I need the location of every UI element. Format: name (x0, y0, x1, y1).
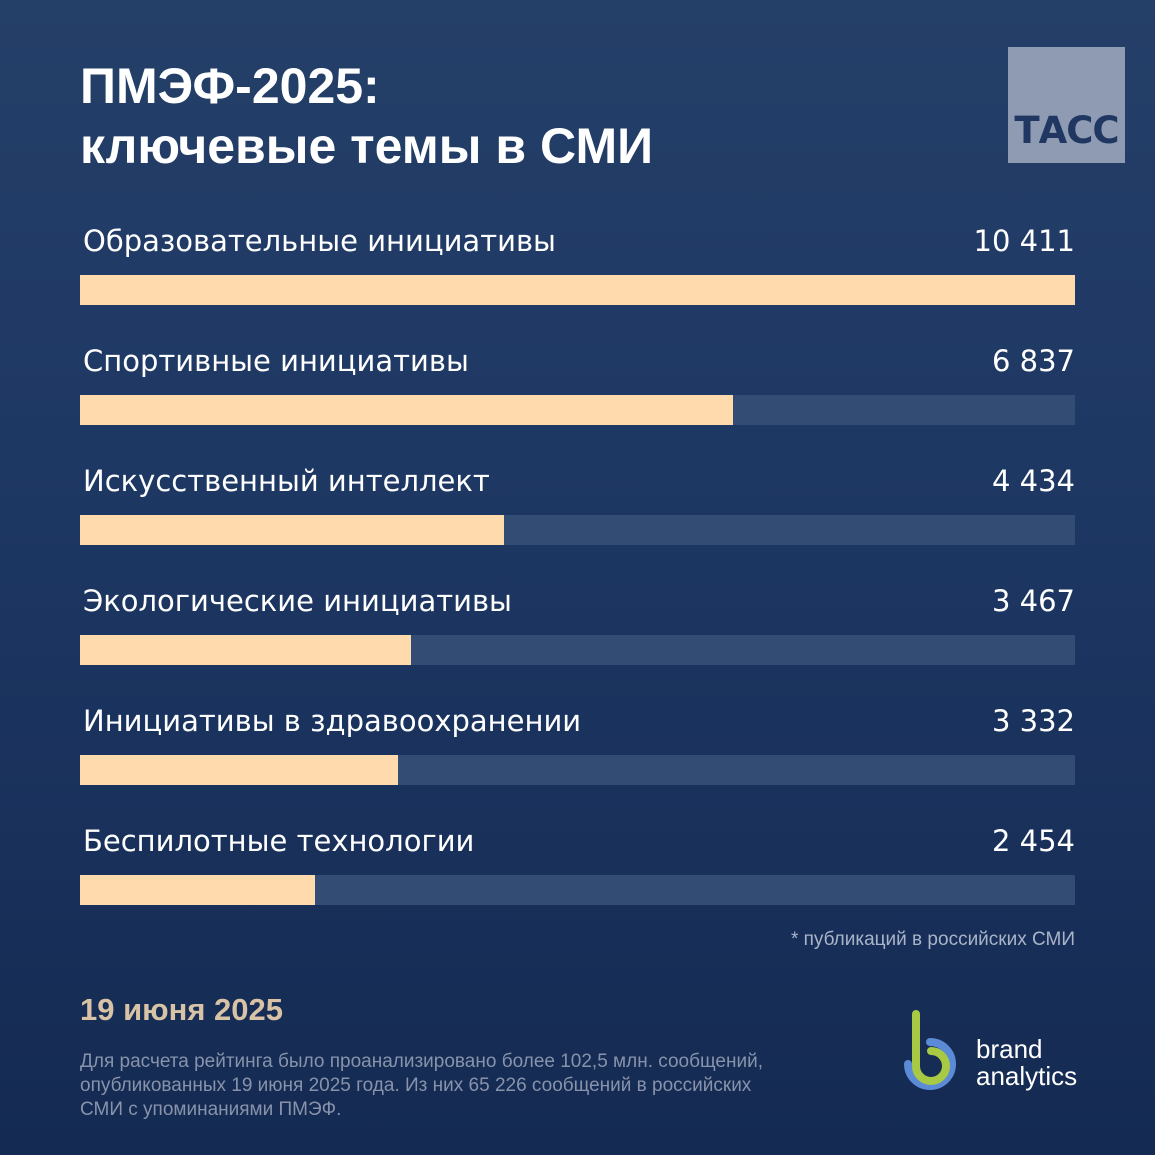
value-label: 2 454 (991, 824, 1075, 858)
bar-track (80, 275, 1075, 305)
publication-date: 19 июня 2025 (80, 992, 284, 1027)
title-line-2: ключевые темы в СМИ (80, 118, 654, 174)
methodology-note: Для расчета рейтинга было проанализирова… (80, 1050, 870, 1122)
bar (80, 755, 398, 785)
bar (80, 395, 733, 425)
tass-logo: ТАСС (1008, 47, 1125, 163)
methodology-line-2: опубликованных 19 июня 2025 года. Из них… (80, 1075, 752, 1096)
category-label: Экологические инициативы (83, 584, 512, 618)
value-label: 10 411 (973, 224, 1075, 258)
value-label: 3 467 (991, 584, 1075, 618)
title-line-1: ПМЭФ-2025: (80, 58, 380, 114)
bar (80, 635, 411, 665)
category-label: Искусственный интеллект (83, 464, 490, 498)
category-label: Спортивные инициативы (83, 344, 469, 378)
brand-analytics-wordmark: brand analytics (976, 1036, 1077, 1090)
value-label: 4 434 (991, 464, 1075, 498)
footnote: * публикаций в российских СМИ (790, 929, 1075, 950)
bar-track (80, 875, 1075, 905)
bar-track (80, 395, 1075, 425)
category-label: Образовательные инициативы (83, 224, 556, 258)
bar (80, 875, 315, 905)
methodology-line-3: СМИ с упоминаниями ПМЭФ. (80, 1099, 342, 1120)
bar (80, 275, 1075, 305)
category-label: Беспилотные технологии (83, 824, 475, 858)
brand-word-1: brand (976, 1034, 1043, 1064)
value-label: 6 837 (991, 344, 1075, 378)
bar-chart: Образовательные инициативы 10 411 Спортивн… (80, 0, 1075, 960)
brand-word-2: analytics (976, 1061, 1078, 1091)
category-label: Инициативы в здравоохранении (83, 704, 582, 738)
value-label: 3 332 (991, 704, 1075, 738)
bar (80, 515, 504, 545)
page-title: ПМЭФ-2025: ключевые темы в СМИ (80, 56, 653, 176)
brand-analytics-mark-icon (904, 1010, 956, 1090)
brand-analytics-logo: brand analytics (900, 1008, 1100, 1098)
bar-track (80, 515, 1075, 545)
methodology-line-1: Для расчета рейтинга было проанализирова… (80, 1051, 763, 1072)
bar-track (80, 635, 1075, 665)
tass-logo-text: ТАСС (1014, 109, 1119, 152)
bar-track (80, 755, 1075, 785)
